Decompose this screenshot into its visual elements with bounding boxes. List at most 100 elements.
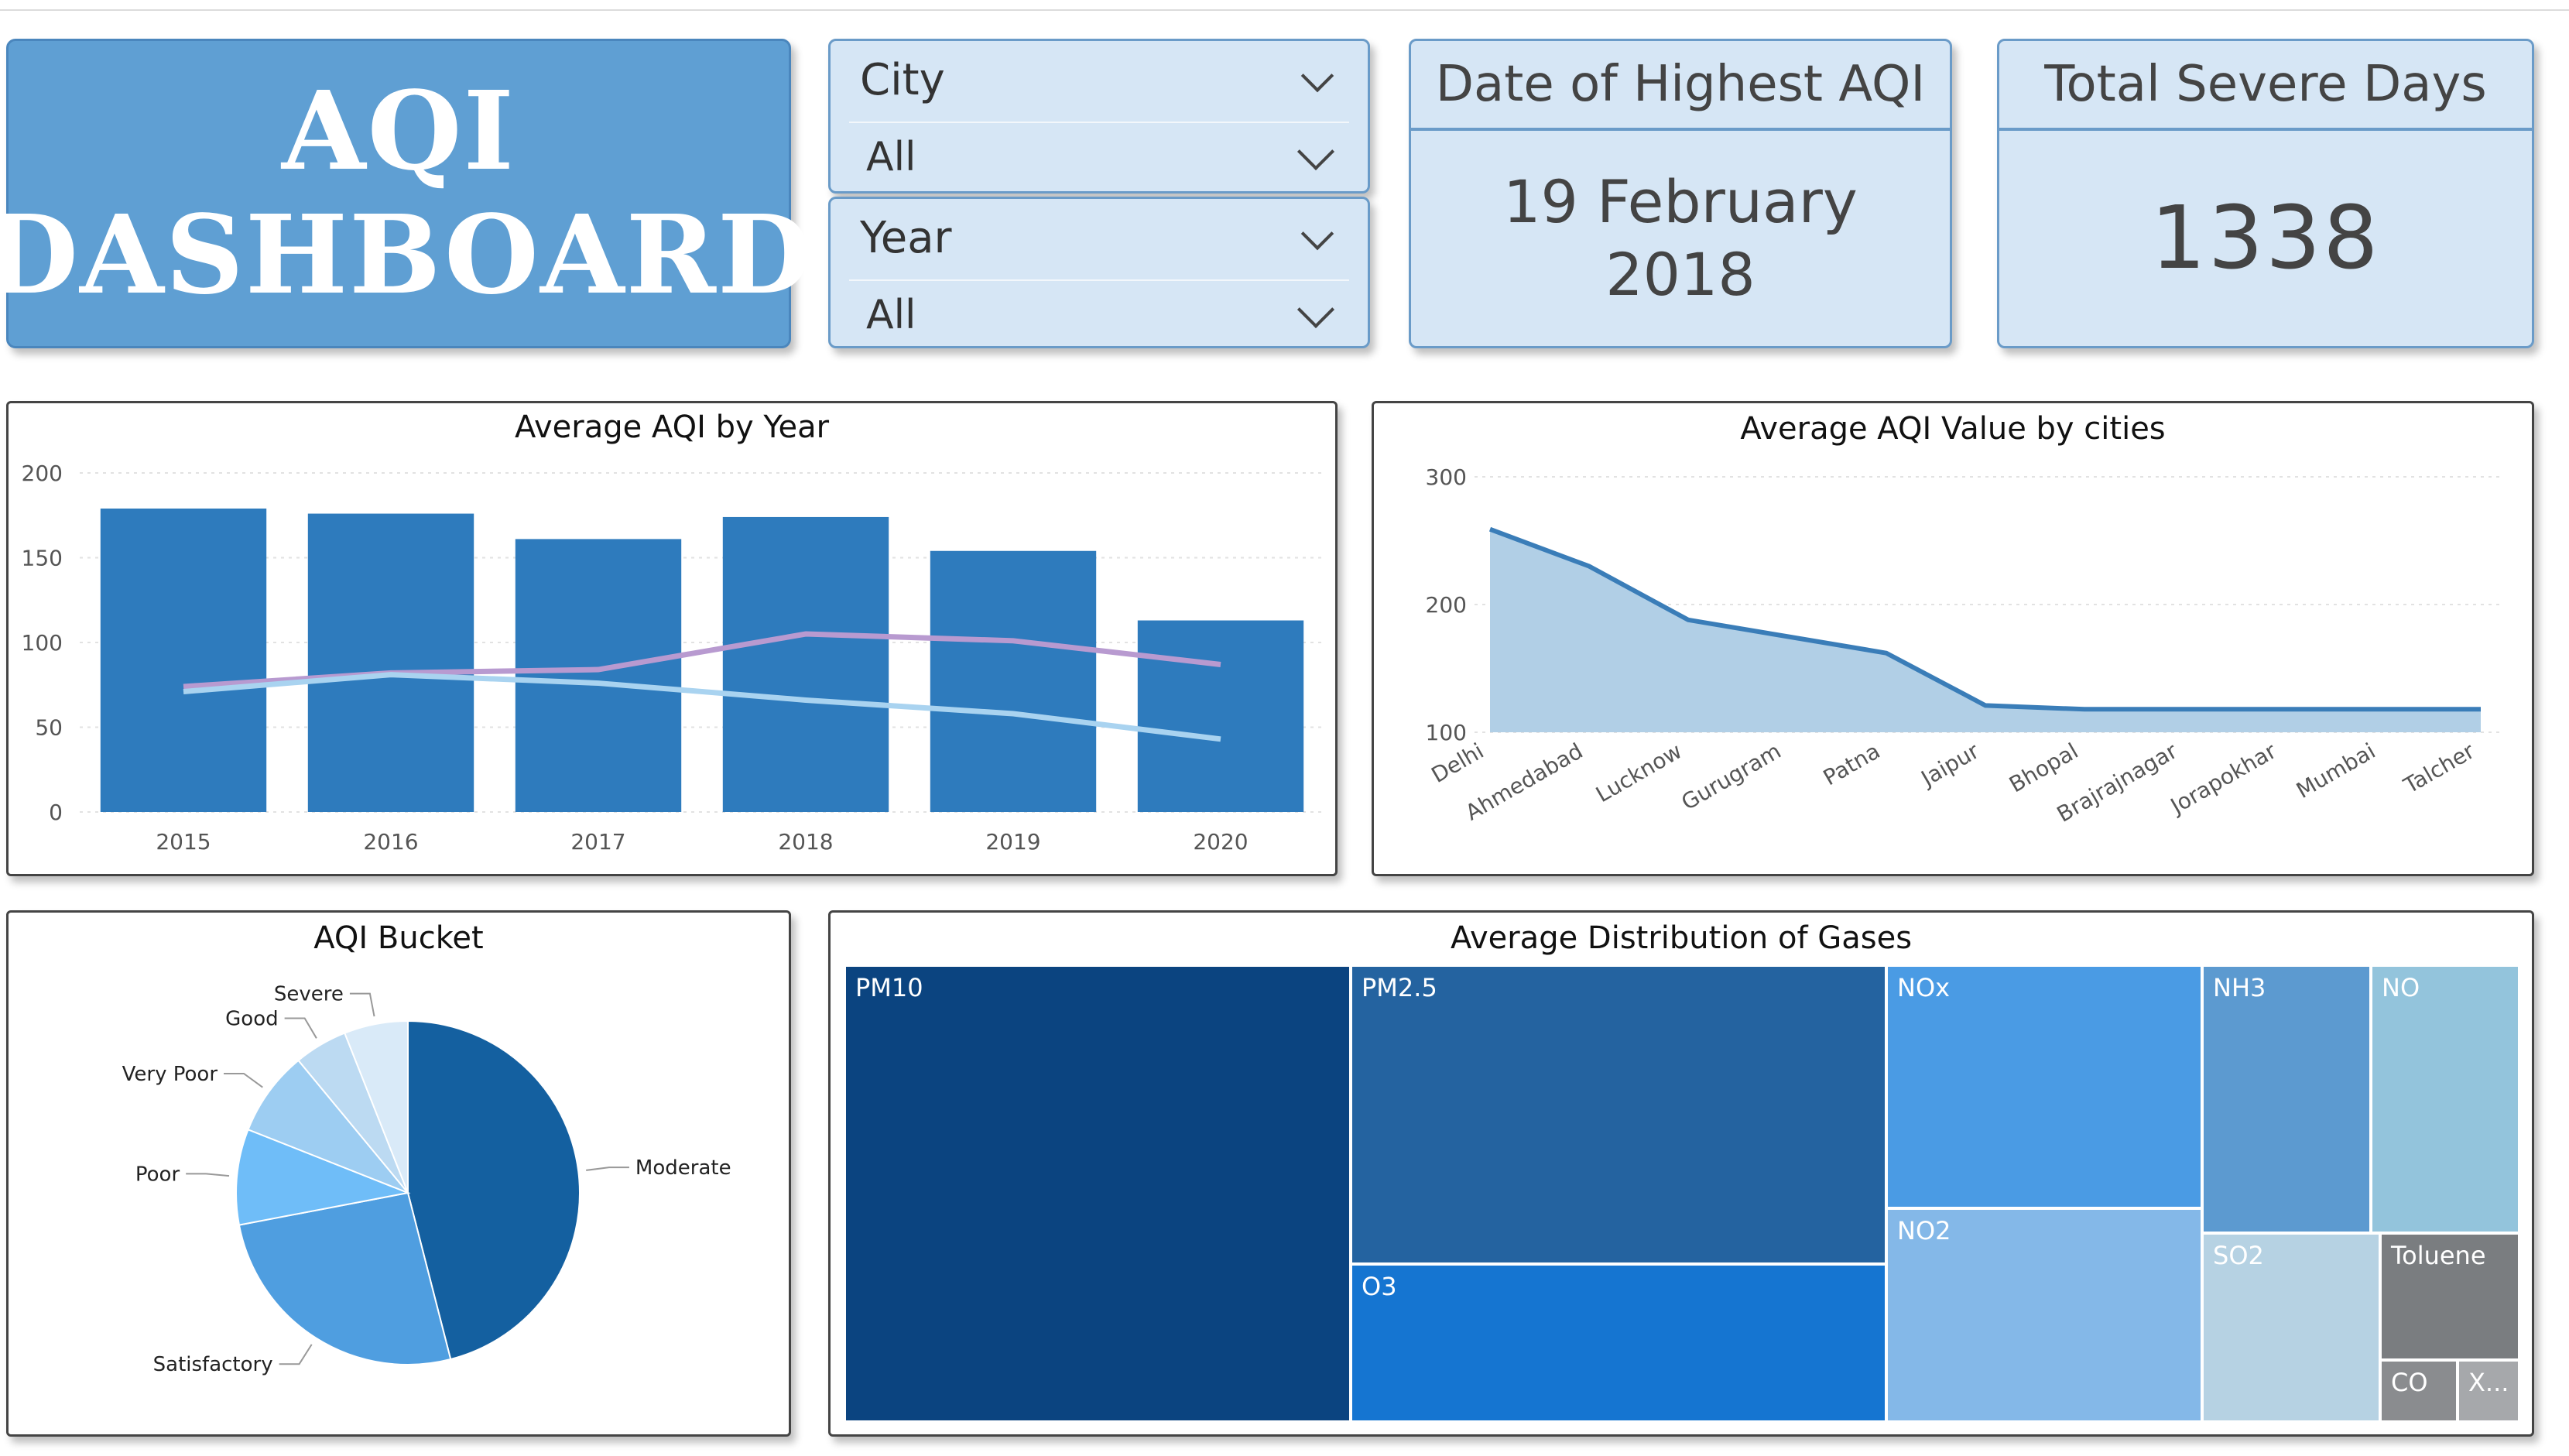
- chart-title: Average AQI Value by cities: [1740, 411, 2166, 447]
- treemap-tile-toluene[interactable]: Toluene: [2380, 1233, 2519, 1360]
- year-slicer[interactable]: Year All: [828, 197, 1370, 348]
- chevron-down-icon[interactable]: [1296, 290, 1335, 329]
- treemap-tile-co[interactable]: CO: [2380, 1360, 2458, 1422]
- year-slicer-value[interactable]: All: [866, 292, 916, 338]
- chart-title: Average Distribution of Gases: [1450, 920, 1913, 956]
- y-tick-label: 300: [1426, 464, 1467, 490]
- x-tick-label: Bhopal: [2005, 738, 2082, 797]
- leader-line: [586, 1167, 629, 1171]
- treemap-tile-pm25[interactable]: PM2.5: [1351, 965, 1886, 1264]
- treemap-tile-nh3[interactable]: NH3: [2202, 965, 2371, 1233]
- leader-line: [224, 1073, 263, 1088]
- top-divider: [0, 9, 2569, 11]
- dashboard-title-line1: AQI: [281, 68, 516, 195]
- pie-slice: [343, 1019, 409, 1194]
- y-tick-label: 50: [35, 715, 63, 741]
- y-tick-label: 100: [1426, 720, 1467, 745]
- tile-label: NH3: [2213, 973, 2266, 1002]
- x-tick-label: 2020: [1193, 829, 1248, 855]
- area-line: [1488, 526, 2481, 712]
- treemap-tile-no[interactable]: NO: [2371, 965, 2519, 1233]
- chevron-down-icon[interactable]: [1296, 132, 1335, 171]
- dashboard-title-card: AQI DASHBOARD: [0, 39, 811, 348]
- tile-label: Toluene: [2391, 1241, 2486, 1270]
- x-tick-label: Jaipur: [1916, 738, 1984, 792]
- trend-line: [183, 672, 1221, 742]
- gas-distribution-panel: Average Distribution of Gases PM10 PM2.5…: [828, 910, 2534, 1437]
- x-tick-label: Lucknow: [1591, 738, 1686, 807]
- x-tick-label: Jorapokhar: [2165, 738, 2281, 820]
- pie-slice: [407, 1019, 581, 1361]
- y-tick-label: 200: [22, 461, 63, 486]
- gas-treemap: PM10 PM2.5 O3 NOx NO2 NH3 NO SO2 Toluene…: [844, 965, 2519, 1422]
- pie-slice: [238, 1191, 452, 1365]
- x-tick-label: Mumbai: [2292, 738, 2379, 803]
- treemap-tile-pm10[interactable]: PM10: [844, 965, 1351, 1422]
- pie-label: Severe: [274, 983, 344, 1006]
- x-tick-label: Talcher: [2399, 738, 2479, 799]
- dashboard-title-line2: DASHBOARD: [0, 192, 814, 319]
- chevron-down-icon[interactable]: [1300, 59, 1334, 93]
- tile-label: NOx: [1897, 973, 1951, 1002]
- pie-label: Good: [225, 1007, 278, 1030]
- avg-aqi-by-year-chart: 0 50 100 150 200 2015 2016 2017 2018 2019 2020: [22, 461, 1324, 855]
- city-slicer-value[interactable]: All: [866, 134, 916, 180]
- tile-label: PM10: [855, 973, 923, 1002]
- tile-label: O3: [1362, 1272, 1397, 1301]
- pie-label: Very Poor: [122, 1063, 218, 1086]
- treemap-tile-so2[interactable]: SO2: [2202, 1233, 2380, 1422]
- city-slicer[interactable]: City All: [828, 39, 1370, 194]
- x-tick-label: Delhi: [1427, 738, 1488, 788]
- treemap-tile-no2[interactable]: NO2: [1886, 1208, 2202, 1422]
- area-fill: [1490, 529, 2481, 732]
- kpi-date-line2: 2018: [1605, 240, 1755, 309]
- x-tick-label: 2015: [156, 829, 211, 855]
- bar: [930, 550, 1097, 812]
- aqi-bucket-panel: AQI Bucket Moderate Satisfactory Poor Very …: [6, 910, 791, 1437]
- leader-line: [279, 1344, 313, 1365]
- treemap-tile-nox[interactable]: NOx: [1886, 965, 2202, 1208]
- x-tick-label: 2019: [985, 829, 1040, 855]
- y-tick-label: 0: [49, 800, 63, 825]
- avg-aqi-by-year-panel: Average AQI by Year 0 50 100 150 200 2015 2016…: [6, 401, 1338, 876]
- bar: [515, 539, 682, 812]
- x-tick-label: 2016: [363, 829, 418, 855]
- bar: [1137, 620, 1304, 812]
- leader-line: [349, 992, 375, 1017]
- treemap-tile-o3[interactable]: O3: [1351, 1264, 1886, 1422]
- aqi-bucket-chart: Moderate Satisfactory Poor Very Poor GoodSev…: [122, 983, 731, 1377]
- treemap-tile-other[interactable]: X...: [2458, 1360, 2519, 1422]
- tile-label: NO: [2382, 973, 2420, 1002]
- pie-slice: [247, 1059, 409, 1194]
- bar: [307, 513, 474, 812]
- x-tick-label: 2017: [570, 829, 625, 855]
- x-tick-label: Patna: [1819, 738, 1885, 790]
- bar: [722, 516, 889, 812]
- slicer-divider: [849, 279, 1349, 281]
- pie-label: Satisfactory: [153, 1353, 273, 1376]
- leader-line: [186, 1173, 230, 1177]
- tile-label: PM2.5: [1362, 973, 1437, 1002]
- chart-title: Average AQI by Year: [514, 409, 830, 445]
- kpi-severe-days-value: 1338: [2150, 188, 2381, 289]
- bar: [100, 508, 267, 812]
- city-slicer-label: City: [860, 55, 945, 105]
- dashboard-title: AQI DASHBOARD: [0, 41, 811, 346]
- year-slicer-label: Year: [860, 213, 952, 263]
- kpi-highest-aqi-date-label: Date of Highest AQI: [1411, 41, 1950, 131]
- slicer-divider: [849, 122, 1349, 123]
- y-tick-label: 150: [22, 546, 63, 571]
- kpi-severe-days-card: Total Severe Days 1338: [1997, 39, 2534, 348]
- x-tick-label: Gurugram: [1677, 738, 1786, 815]
- y-tick-label: 200: [1426, 592, 1467, 618]
- tile-label: CO: [2391, 1368, 2428, 1397]
- chart-title: AQI Bucket: [313, 920, 484, 956]
- tile-label: X...: [2468, 1368, 2509, 1397]
- chevron-down-icon[interactable]: [1300, 217, 1334, 251]
- pie-label: Poor: [135, 1163, 180, 1186]
- leader-line: [284, 1017, 317, 1039]
- kpi-severe-days-label: Total Severe Days: [1999, 41, 2532, 131]
- pie-slice: [235, 1128, 411, 1226]
- avg-aqi-by-cities-panel: Average AQI Value by cities 100 200 300 Del…: [1372, 401, 2534, 876]
